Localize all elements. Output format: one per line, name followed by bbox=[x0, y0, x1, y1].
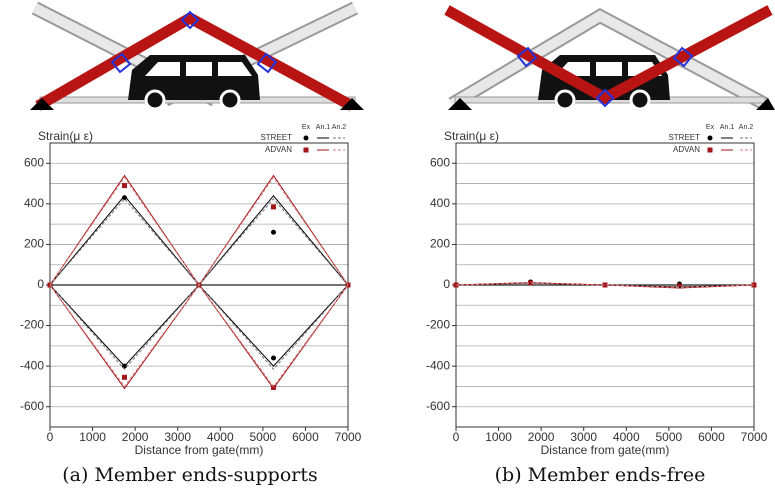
x-tick-label: 2000 bbox=[122, 430, 149, 444]
legend-row: ADVAN bbox=[673, 145, 700, 154]
legend-row: STREET bbox=[668, 133, 700, 142]
car-wheel bbox=[146, 91, 164, 109]
x-axis-label: Distance from gate(mm) bbox=[541, 443, 670, 457]
legend-column: An.2 bbox=[739, 124, 754, 131]
illustration-b bbox=[447, 10, 775, 110]
y-tick-label: 0 bbox=[37, 277, 44, 291]
x-tick-label: 4000 bbox=[207, 430, 234, 444]
legend-marker bbox=[708, 148, 713, 153]
x-tick-label: 3000 bbox=[164, 430, 191, 444]
y-tick-label: -400 bbox=[426, 358, 450, 372]
y-tick-label: -600 bbox=[20, 399, 44, 413]
legend-column: An.1 bbox=[316, 124, 331, 131]
y-tick-label: -600 bbox=[426, 399, 450, 413]
figure: -600-400-2000200400600010002000300040005… bbox=[0, 0, 775, 500]
x-tick-label: 0 bbox=[47, 430, 54, 444]
x-tick-label: 6000 bbox=[292, 430, 319, 444]
car-wheel bbox=[221, 91, 239, 109]
legend-row: STREET bbox=[260, 133, 292, 142]
y-tick-label: 600 bbox=[430, 155, 450, 169]
y-tick-label: -400 bbox=[20, 358, 44, 372]
y-tick-label: 600 bbox=[24, 155, 44, 169]
line bbox=[50, 175, 348, 285]
page: -600-400-2000200400600010002000300040005… bbox=[0, 0, 775, 500]
car-wheel bbox=[631, 91, 649, 109]
y-axis-title: Strain(μ ε) bbox=[38, 129, 93, 143]
y-tick-label: 0 bbox=[443, 277, 450, 291]
ex-point bbox=[122, 375, 127, 380]
legend-marker bbox=[304, 148, 309, 153]
line bbox=[50, 199, 348, 285]
y-axis-title: Strain(μ ε) bbox=[444, 129, 499, 143]
legend-row: ADVAN bbox=[265, 145, 292, 154]
y-tick-label: -200 bbox=[426, 318, 450, 332]
x-tick-label: 7000 bbox=[335, 430, 362, 444]
legend-column: Ex bbox=[706, 124, 715, 131]
y-tick-label: -200 bbox=[20, 318, 44, 332]
x-tick-label: 6000 bbox=[698, 430, 725, 444]
x-tick-label: 2000 bbox=[528, 430, 555, 444]
x-tick-label: 3000 bbox=[570, 430, 597, 444]
y-tick-label: 200 bbox=[430, 237, 450, 251]
caption: (a) Member ends-supports bbox=[62, 464, 317, 486]
line bbox=[50, 285, 348, 388]
x-axis-label: Distance from gate(mm) bbox=[135, 443, 264, 457]
y-tick-label: 400 bbox=[24, 196, 44, 210]
ex-point bbox=[122, 183, 127, 188]
illustration-a bbox=[30, 8, 364, 110]
x-tick-label: 5000 bbox=[250, 430, 277, 444]
caption: (b) Member ends-free bbox=[495, 464, 706, 486]
x-tick-label: 7000 bbox=[741, 430, 768, 444]
legend-column: An.1 bbox=[720, 124, 735, 131]
ex-point bbox=[271, 230, 276, 235]
car-wheel bbox=[556, 91, 574, 109]
legend-marker bbox=[304, 136, 309, 141]
x-tick-label: 4000 bbox=[613, 430, 640, 444]
y-tick-label: 400 bbox=[430, 196, 450, 210]
car-window bbox=[145, 62, 252, 76]
ex-point bbox=[271, 356, 276, 361]
legend-marker bbox=[708, 136, 713, 141]
x-tick-label: 0 bbox=[453, 430, 460, 444]
x-tick-label: 5000 bbox=[656, 430, 683, 444]
x-tick-label: 1000 bbox=[485, 430, 512, 444]
line bbox=[50, 285, 348, 369]
legend-column: Ex bbox=[302, 124, 311, 131]
x-tick-label: 1000 bbox=[79, 430, 106, 444]
legend-column: An.2 bbox=[332, 124, 347, 131]
ex-point bbox=[271, 204, 276, 209]
y-tick-label: 200 bbox=[24, 237, 44, 251]
line bbox=[50, 196, 348, 285]
